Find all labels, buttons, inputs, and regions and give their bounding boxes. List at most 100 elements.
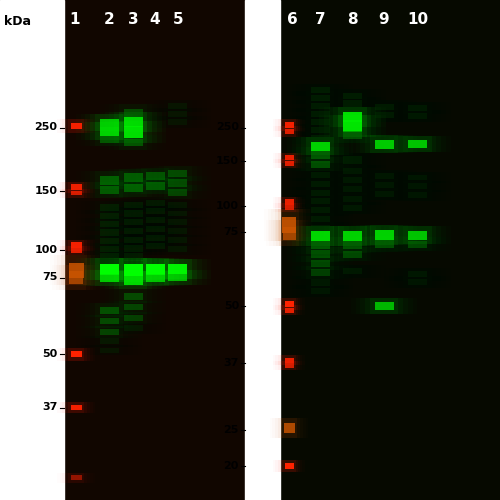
Bar: [95, 201, 123, 214]
Bar: [114, 169, 152, 186]
Bar: [90, 171, 128, 189]
Bar: [306, 236, 334, 254]
Bar: [351, 225, 417, 245]
Bar: [301, 116, 339, 128]
Bar: [310, 127, 330, 133]
Bar: [150, 200, 206, 210]
Bar: [76, 201, 142, 214]
Bar: [275, 209, 303, 241]
Bar: [119, 300, 147, 314]
Bar: [301, 124, 339, 136]
Bar: [398, 136, 436, 152]
Bar: [278, 159, 300, 168]
Bar: [408, 271, 427, 277]
Bar: [374, 240, 394, 248]
Bar: [95, 336, 123, 346]
Bar: [301, 108, 339, 120]
Bar: [124, 126, 142, 138]
Bar: [80, 303, 138, 317]
Bar: [360, 188, 408, 200]
Bar: [100, 300, 166, 314]
Bar: [60, 472, 92, 482]
Bar: [384, 180, 451, 192]
Bar: [124, 292, 142, 300]
Bar: [394, 237, 442, 251]
Bar: [126, 168, 184, 184]
Bar: [124, 228, 142, 234]
Bar: [100, 135, 166, 150]
Bar: [124, 261, 142, 267]
Bar: [287, 236, 353, 254]
Bar: [320, 90, 386, 102]
Bar: [131, 223, 179, 235]
Bar: [394, 268, 442, 280]
Bar: [119, 258, 147, 270]
Bar: [273, 119, 305, 131]
Bar: [90, 242, 128, 256]
Bar: [320, 264, 386, 278]
Bar: [320, 247, 386, 261]
Bar: [284, 155, 294, 160]
Bar: [141, 223, 169, 235]
Bar: [85, 122, 132, 140]
Bar: [65, 240, 87, 250]
Bar: [287, 222, 353, 234]
Bar: [268, 209, 310, 241]
Bar: [100, 329, 118, 335]
Bar: [306, 213, 334, 225]
Bar: [365, 188, 403, 200]
Bar: [159, 185, 197, 199]
Bar: [110, 121, 157, 143]
Bar: [80, 258, 138, 280]
Bar: [306, 226, 334, 246]
Text: 6: 6: [287, 12, 298, 28]
Bar: [164, 166, 192, 181]
Bar: [343, 168, 362, 174]
Bar: [338, 183, 367, 195]
Text: 37: 37: [42, 402, 58, 412]
Bar: [119, 271, 147, 289]
Bar: [85, 256, 132, 269]
Bar: [76, 303, 142, 317]
Bar: [80, 114, 138, 130]
Bar: [301, 84, 339, 96]
Bar: [68, 262, 84, 278]
Bar: [50, 255, 102, 285]
Bar: [159, 226, 197, 236]
Bar: [124, 246, 142, 252]
Bar: [374, 104, 394, 110]
Bar: [384, 190, 451, 200]
Bar: [80, 226, 138, 239]
Bar: [124, 276, 142, 284]
Bar: [351, 298, 417, 314]
Bar: [310, 231, 330, 241]
Bar: [126, 205, 184, 217]
Bar: [324, 202, 381, 214]
Bar: [76, 122, 142, 140]
Bar: [100, 216, 166, 228]
Bar: [360, 225, 408, 245]
Bar: [292, 195, 348, 207]
Bar: [292, 226, 348, 246]
Bar: [145, 226, 211, 236]
Bar: [398, 276, 436, 287]
Bar: [374, 191, 394, 197]
Bar: [329, 90, 376, 102]
Bar: [273, 203, 305, 212]
Bar: [310, 260, 330, 266]
Bar: [150, 270, 206, 285]
Bar: [403, 237, 432, 251]
Bar: [85, 303, 132, 317]
Bar: [100, 204, 118, 211]
Bar: [145, 244, 211, 254]
Bar: [270, 220, 308, 246]
Bar: [292, 108, 348, 120]
Bar: [310, 216, 330, 222]
Bar: [122, 196, 188, 208]
Bar: [70, 242, 82, 248]
Bar: [136, 270, 174, 285]
Bar: [403, 102, 432, 114]
Bar: [154, 100, 202, 112]
Bar: [384, 110, 451, 122]
Bar: [334, 174, 372, 186]
